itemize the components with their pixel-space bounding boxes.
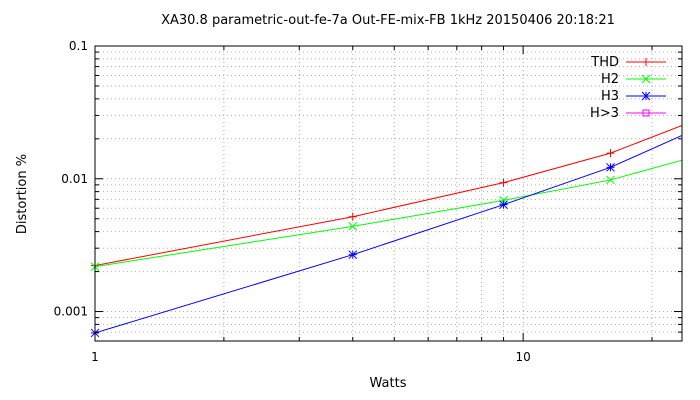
legend: THD H2 H3 H>3 <box>590 55 666 121</box>
legend-label: H>3 <box>590 106 619 121</box>
data-point-h3 <box>606 162 615 172</box>
axis-ticks <box>94 45 682 342</box>
legend-label: H3 <box>601 89 619 104</box>
plot-frame <box>94 45 683 342</box>
data-point-h3 <box>348 250 358 260</box>
x-axis-label: Watts <box>370 376 407 391</box>
data-point-h2 <box>606 175 615 185</box>
legend-marker <box>642 109 650 117</box>
data-point-thd <box>499 178 508 187</box>
x-tick-label: 10 <box>515 350 530 364</box>
data-point-thd <box>348 212 357 221</box>
legend-marker <box>641 91 651 101</box>
series-line-h3 <box>94 134 683 334</box>
x-tick-label: 1 <box>91 350 99 364</box>
plot-series <box>90 125 683 338</box>
legend-marker <box>642 58 650 66</box>
chart-title: XA30.8 parametric-out-fe-7a Out-FE-mix-F… <box>161 13 615 28</box>
data-point-thd <box>606 149 615 158</box>
grid-lines <box>95 46 682 341</box>
series-line-h2 <box>94 159 683 268</box>
y-tick-label: 0.01 <box>61 172 88 186</box>
y-tick-label: 0.001 <box>54 305 88 319</box>
legend-label: THD <box>590 55 619 70</box>
series-line-thd <box>94 125 683 267</box>
legend-label: H2 <box>601 72 619 87</box>
y-axis-label: Distortion % <box>15 154 30 234</box>
data-point-h3 <box>499 200 508 210</box>
legend-marker <box>641 74 651 84</box>
data-point-h2 <box>348 222 358 231</box>
tick-labels: 1 10 0.001 0.01 0.1 <box>54 39 531 364</box>
y-tick-label: 0.1 <box>69 39 88 53</box>
data-point-h2 <box>499 195 508 205</box>
